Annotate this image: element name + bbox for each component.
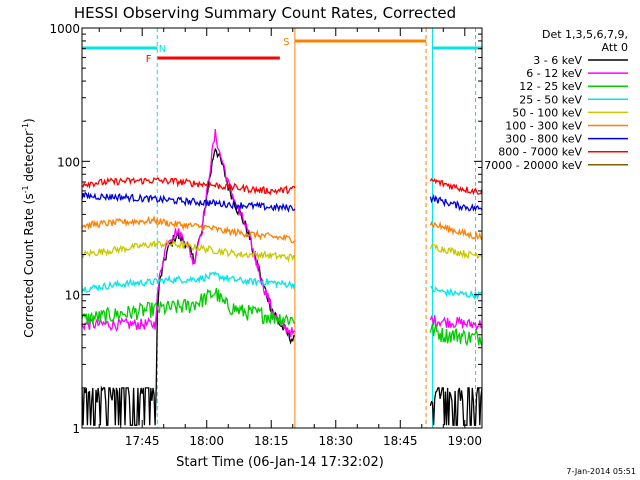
legend-label-6: 300 - 800 keV — [505, 133, 582, 146]
y-tick-label-2: 100 — [57, 155, 80, 169]
legend-label-2: 12 - 25 keV — [519, 80, 582, 93]
x-tick-label-4: 18:45 — [383, 434, 418, 448]
series-line-4-seg-1 — [429, 242, 483, 260]
legend-label-3: 25 - 50 keV — [519, 93, 582, 106]
series-line-2-seg-0 — [81, 287, 296, 327]
legend-label-4: 50 - 100 keV — [512, 106, 582, 119]
generation-timestamp: 7-Jan-2014 05:51 — [566, 467, 636, 476]
y-axis-label-part1: Corrected Count Rate (s — [22, 193, 36, 337]
y-axis-label-part2: detector — [22, 131, 36, 186]
series-line-1-seg-1 — [429, 315, 483, 331]
legend-label-7: 800 - 7000 keV — [498, 146, 582, 159]
marker-f: F — [146, 54, 152, 65]
series-line-4-seg-0 — [81, 239, 296, 263]
x-tick-label-2: 18:15 — [254, 434, 289, 448]
x-tick-label-0: 17:45 — [125, 434, 160, 448]
series-line-3-seg-0 — [81, 271, 296, 293]
x-axis-label: Start Time (06-Jan-14 17:32:02) — [176, 455, 384, 470]
series-line-6-seg-1 — [429, 193, 483, 212]
plot-frame — [81, 27, 483, 429]
series-line-0-seg-1 — [429, 387, 483, 426]
y-axis-label-sup1: -1 — [21, 185, 30, 193]
y-axis-label-sup2: -1 — [21, 123, 30, 131]
chart-title: HESSI Observing Summary Count Rates, Cor… — [74, 4, 456, 22]
y-tick-label-0: 1 — [72, 422, 80, 436]
series-line-5-seg-1 — [429, 220, 483, 241]
legend-header-attenuator: Att 0 — [602, 41, 628, 54]
marker-s: S — [283, 37, 289, 48]
legend-label-8: 7000 - 20000 keV — [484, 159, 582, 172]
y-tick-label-1: 10 — [65, 289, 80, 303]
x-tick-label-5: 19:00 — [447, 434, 482, 448]
legend-label-0: 3 - 6 keV — [533, 54, 582, 67]
series-line-6-seg-0 — [81, 191, 296, 213]
x-tick-label-3: 18:30 — [318, 434, 353, 448]
y-tick-label-3: 1000 — [49, 22, 80, 36]
legend-label-1: 6 - 12 keV — [526, 67, 582, 80]
series-line-2-seg-1 — [429, 323, 483, 347]
y-axis-label: Corrected Count Rate (s-1 detector-1) — [21, 118, 36, 337]
series-line-3-seg-1 — [430, 285, 483, 301]
x-tick-label-1: 18:00 — [189, 434, 224, 448]
legend-label-5: 100 - 300 keV — [505, 120, 582, 133]
series-line-7-seg-1 — [429, 177, 483, 196]
series-line-7-seg-0 — [81, 176, 296, 196]
marker-n: N — [159, 44, 166, 55]
y-axis-label-part3: ) — [22, 118, 36, 123]
legend-header-detectors: Det 1,3,5,6,7,9, — [542, 28, 628, 41]
series-line-5-seg-0 — [81, 214, 296, 244]
plot-area: NF S 17:45 18:00 18:15 18:30 18:45 19:00 1 10 100 1… — [49, 22, 483, 448]
